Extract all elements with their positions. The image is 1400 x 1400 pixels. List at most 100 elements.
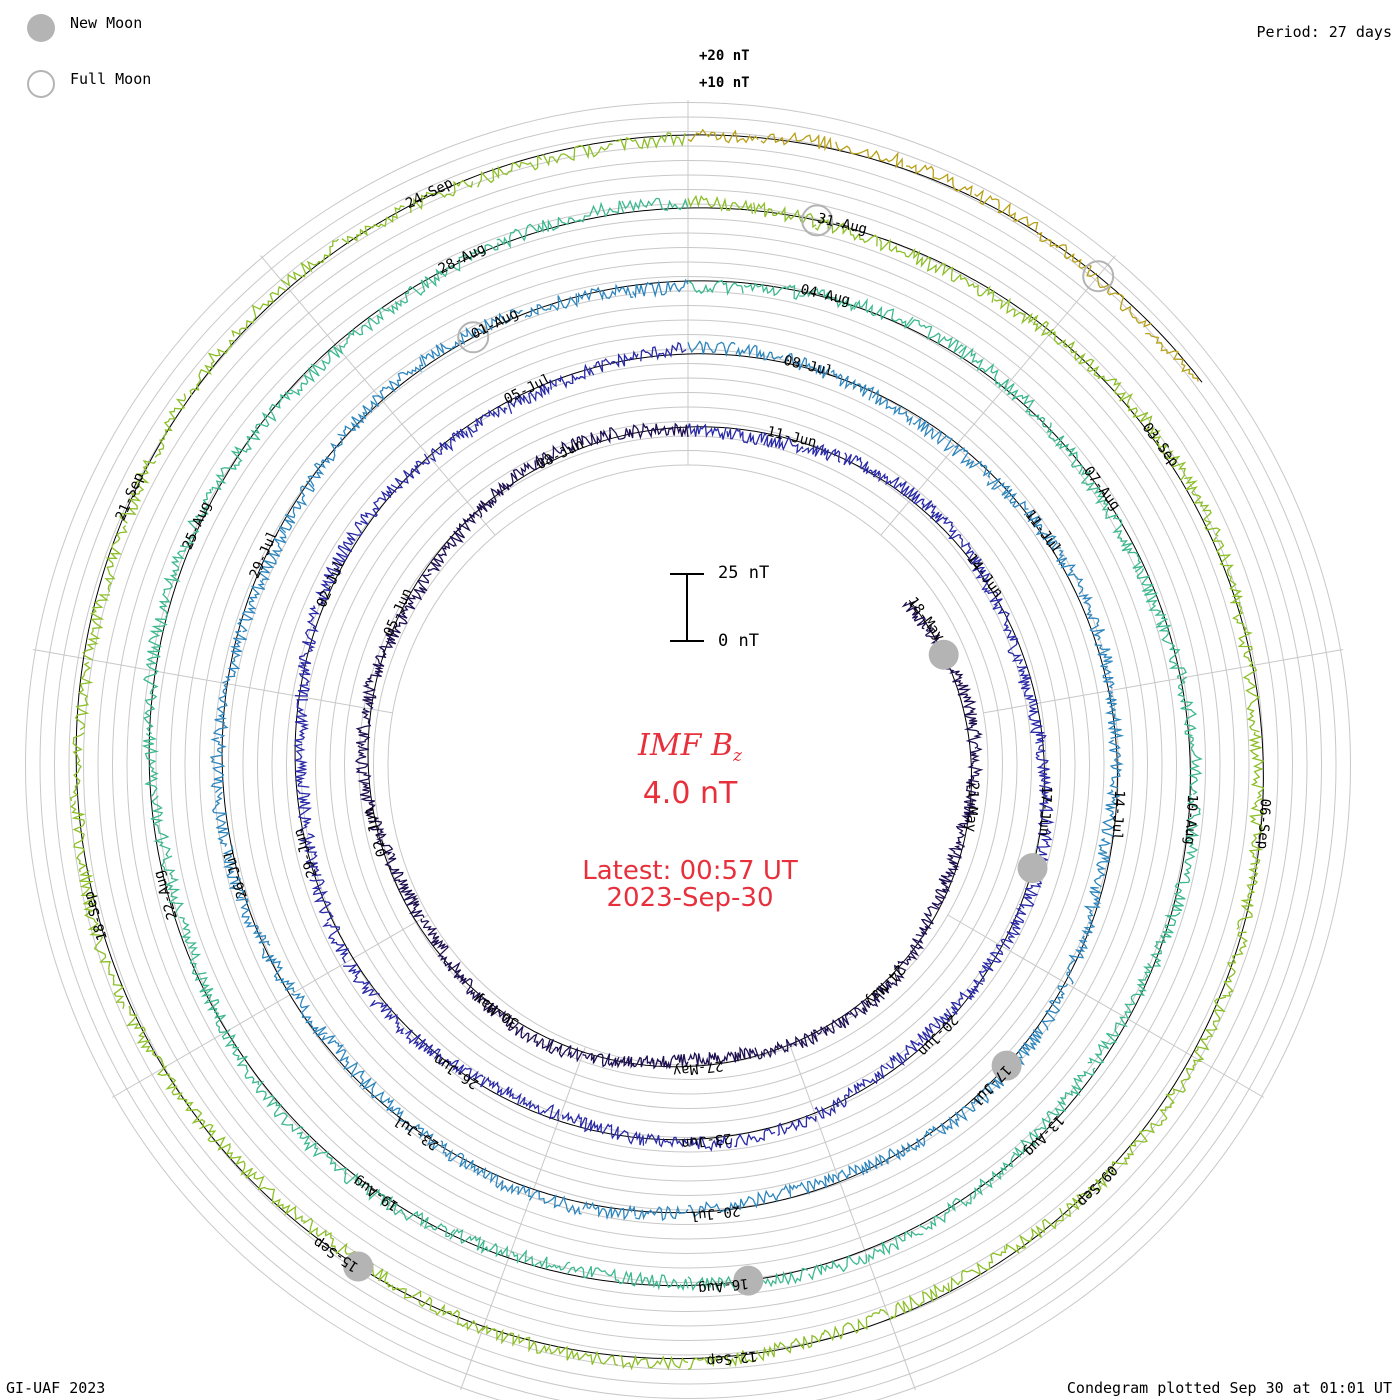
bz-trace-segment: [194, 976, 226, 1034]
spoke-line: [880, 255, 1116, 536]
bz-trace-segment: [420, 326, 475, 367]
bz-trace-segment: [449, 511, 480, 547]
bz-trace-segment: [507, 383, 550, 414]
bz-trace-segment: [255, 1080, 304, 1133]
bz-trace-segment: [179, 916, 207, 976]
credit-label: GI-UAF 2023: [6, 1379, 106, 1397]
bz-trace-segment: [231, 285, 287, 337]
bz-trace-segment: [887, 1130, 933, 1163]
bz-trace-segment: [561, 1111, 602, 1133]
bz-trace-segment: [344, 1172, 398, 1213]
bz-trace-segment: [1248, 731, 1265, 799]
bz-trace-segment: [549, 363, 595, 390]
bz-trace-segment: [739, 1184, 791, 1211]
bz-trace-segment: [1107, 739, 1124, 789]
bz-trace-segment: [1081, 886, 1102, 937]
bz-trace-segment: [212, 683, 229, 739]
bz-trace-segment: [1155, 622, 1187, 679]
spoke-line: [33, 649, 393, 714]
bz-trace-segment: [814, 1086, 854, 1119]
bz-trace-segment: [1028, 702, 1047, 744]
bz-trace-segment: [145, 606, 168, 673]
bz-trace-segment: [119, 460, 157, 524]
bz-trace-segment: [296, 789, 313, 834]
bz-trace-segment: [853, 1064, 889, 1095]
new-moon-marker: [343, 1251, 374, 1282]
bz-trace-segment: [1080, 469, 1119, 520]
bz-trace-segment: [1150, 911, 1181, 967]
bz-trace-segment: [621, 197, 689, 213]
bz-trace-segment: [480, 1076, 522, 1105]
bz-trace-segment: [868, 1230, 924, 1262]
date-label: 11-Jul: [1021, 507, 1064, 557]
bz-trace-segment: [934, 262, 995, 303]
bz-trace-segment: [915, 905, 939, 938]
bz-trace-segment: [753, 201, 817, 229]
bz-trace-segment: [973, 1153, 1016, 1200]
bz-trace-segment: [1159, 1059, 1202, 1121]
bz-trace-segment: [294, 699, 310, 744]
bz-trace-segment: [593, 350, 639, 373]
bz-trace-segment: [788, 1172, 841, 1198]
bz-trace-segment: [476, 481, 506, 518]
bz-trace-segment: [420, 918, 446, 950]
bz-trace-segment: [439, 242, 499, 278]
bz-trace-segment: [837, 1154, 890, 1180]
bz-trace-segment: [927, 1102, 976, 1135]
bz-trace-segment: [956, 682, 977, 716]
bz-trace-segment: [368, 820, 394, 856]
date-label: 27-May: [672, 1057, 724, 1079]
bz-trace-segment: [808, 1254, 868, 1281]
bz-trace-segment: [912, 416, 954, 452]
bz-trace-segment: [293, 743, 310, 788]
bz-trace-segment: [967, 747, 984, 783]
bz-trace-segment: [211, 436, 253, 491]
bz-trace-segment: [1046, 422, 1083, 475]
bz-trace-segment: [296, 1131, 348, 1175]
bz-trace-segment: [528, 1190, 582, 1216]
bz-trace-segment: [878, 238, 937, 272]
bz-trace-segment: [158, 548, 187, 608]
bz-trace-segment: [1056, 549, 1084, 595]
bz-trace-segment: [577, 283, 634, 303]
full-moon-marker: [1082, 260, 1115, 293]
date-label: 20-Jul: [689, 1202, 741, 1224]
bz-trace-segment: [1222, 931, 1249, 997]
bz-trace-segment: [1087, 1016, 1128, 1064]
bz-trace-segment: [955, 813, 972, 848]
data-traces: [69, 128, 1265, 1371]
bz-trace-segment: [754, 1038, 791, 1060]
bz-trace-segment: [261, 948, 296, 993]
bz-trace-segment: [760, 131, 832, 152]
bz-trace-segment: [687, 279, 744, 296]
spoke-line: [460, 1046, 586, 1391]
bz-trace-segment: [354, 745, 372, 785]
bz-trace-segment: [372, 634, 397, 673]
bz-trace-segment: [471, 308, 523, 337]
bz-trace-segment: [322, 921, 349, 964]
date-label: 21-May: [962, 781, 981, 832]
bz-trace-segment: [549, 1345, 619, 1366]
bz-trace-segment: [905, 164, 973, 197]
bz-trace-segment: [1093, 837, 1112, 888]
bz-trace-segment: [722, 1046, 758, 1063]
date-label: 02-Jul: [314, 557, 349, 610]
bz-trace-segment: [307, 437, 343, 487]
bz-trace-segment: [418, 1296, 485, 1335]
bz-trace-segment: [430, 428, 469, 463]
bz-trace-segment: [974, 189, 1039, 232]
bz-trace-segment: [950, 979, 984, 1015]
bz-trace-segment: [601, 1123, 645, 1146]
bz-trace-segment: [814, 216, 878, 247]
bz-trace-segment: [1006, 1207, 1064, 1254]
bz-trace-segment: [644, 1132, 689, 1148]
bz-trace-segment: [993, 297, 1055, 337]
ring-label-plus10: +10 nT: [699, 75, 750, 91]
full-moon-legend-icon: [27, 70, 55, 98]
date-label: 10-Aug: [1181, 794, 1200, 845]
latest-value: 4.0 nT: [642, 776, 738, 811]
bz-trace-segment: [1040, 983, 1069, 1031]
scale-bar-bottom-label: 0 nT: [718, 631, 759, 651]
date-label: 24-Sep: [403, 175, 455, 212]
